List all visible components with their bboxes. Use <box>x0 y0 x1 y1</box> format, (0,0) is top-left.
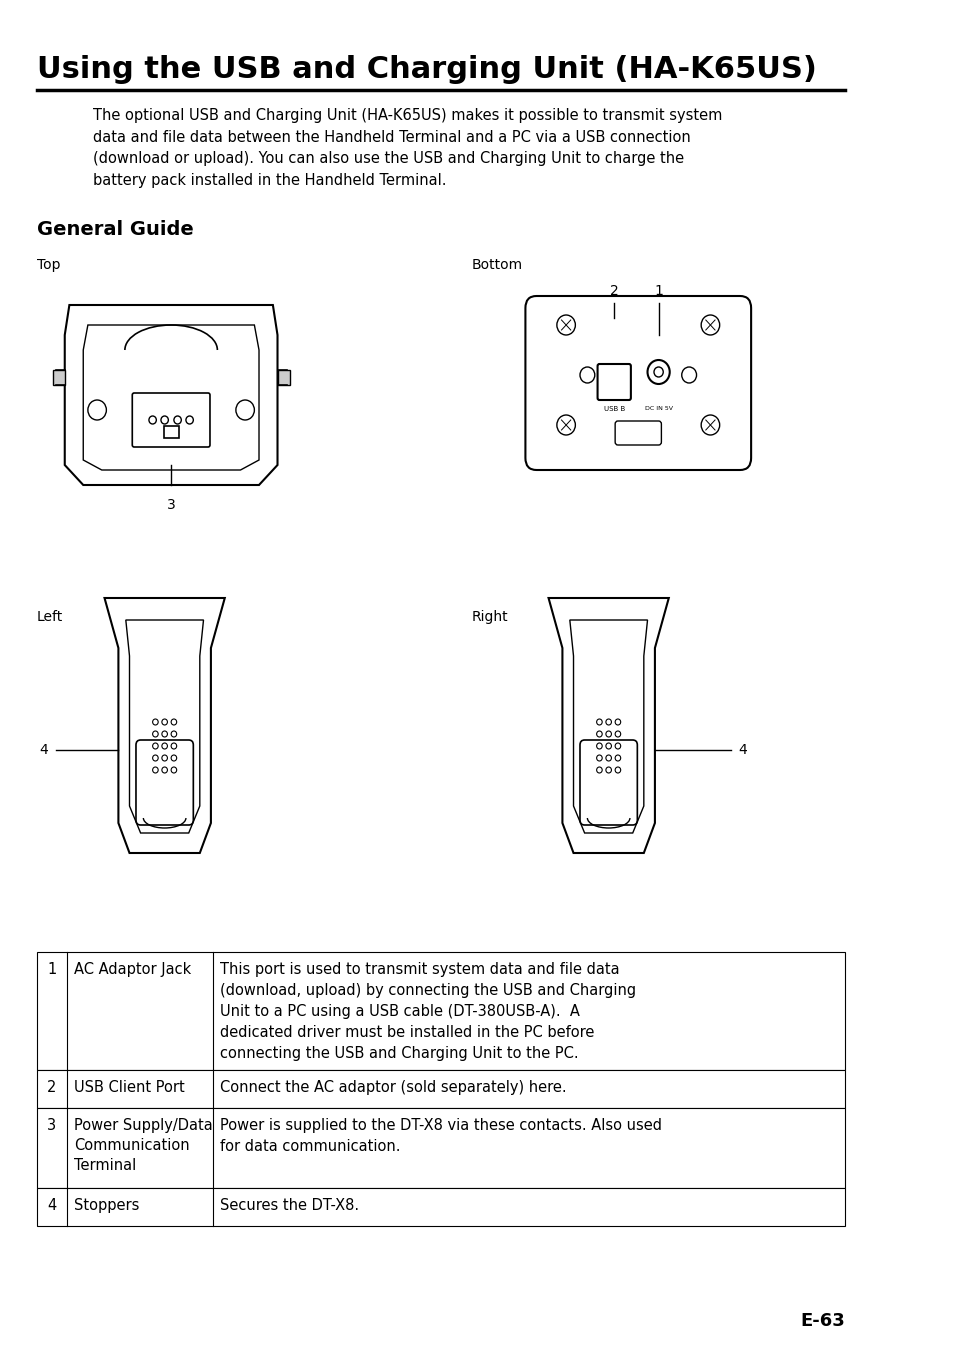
Text: 2: 2 <box>47 1080 56 1095</box>
Text: 1: 1 <box>47 961 56 978</box>
Text: USB B: USB B <box>603 406 624 412</box>
Text: Using the USB and Charging Unit (HA-K65US): Using the USB and Charging Unit (HA-K65U… <box>37 56 816 84</box>
Text: E-63: E-63 <box>800 1312 844 1330</box>
Text: This port is used to transmit system data and file data
(download, upload) by co: This port is used to transmit system dat… <box>220 961 636 1062</box>
Text: Connect the AC adaptor (sold separately) here.: Connect the AC adaptor (sold separately)… <box>220 1080 566 1095</box>
Bar <box>37 1070 844 1108</box>
Text: 4: 4 <box>47 1198 56 1213</box>
Text: Right: Right <box>472 611 508 624</box>
Text: Top: Top <box>37 259 60 272</box>
Text: Bottom: Bottom <box>472 259 522 272</box>
Text: Left: Left <box>37 611 63 624</box>
Text: USB Client Port: USB Client Port <box>74 1080 185 1095</box>
Text: DC IN 5V: DC IN 5V <box>644 406 672 412</box>
Text: General Guide: General Guide <box>37 219 193 240</box>
Text: Power is supplied to the DT-X8 via these contacts. Also used
for data communicat: Power is supplied to the DT-X8 via these… <box>220 1118 661 1154</box>
Text: The optional USB and Charging Unit (HA-K65US) makes it possible to transmit syst: The optional USB and Charging Unit (HA-K… <box>92 108 721 188</box>
Bar <box>164 427 178 437</box>
Text: 4: 4 <box>738 743 746 757</box>
Bar <box>277 370 289 385</box>
Bar <box>37 1187 844 1225</box>
Text: 1: 1 <box>654 284 662 298</box>
Text: 3: 3 <box>48 1118 56 1133</box>
Text: 3: 3 <box>167 498 175 512</box>
Text: 4: 4 <box>39 743 48 757</box>
Text: Power Supply/Data
Communication
Terminal: Power Supply/Data Communication Terminal <box>74 1118 213 1173</box>
Text: Secures the DT-X8.: Secures the DT-X8. <box>220 1198 359 1213</box>
Bar <box>52 370 65 385</box>
Text: AC Adaptor Jack: AC Adaptor Jack <box>74 961 191 978</box>
Text: 2: 2 <box>609 284 618 298</box>
Bar <box>37 1108 844 1187</box>
Text: Stoppers: Stoppers <box>74 1198 139 1213</box>
Bar <box>37 952 844 1070</box>
